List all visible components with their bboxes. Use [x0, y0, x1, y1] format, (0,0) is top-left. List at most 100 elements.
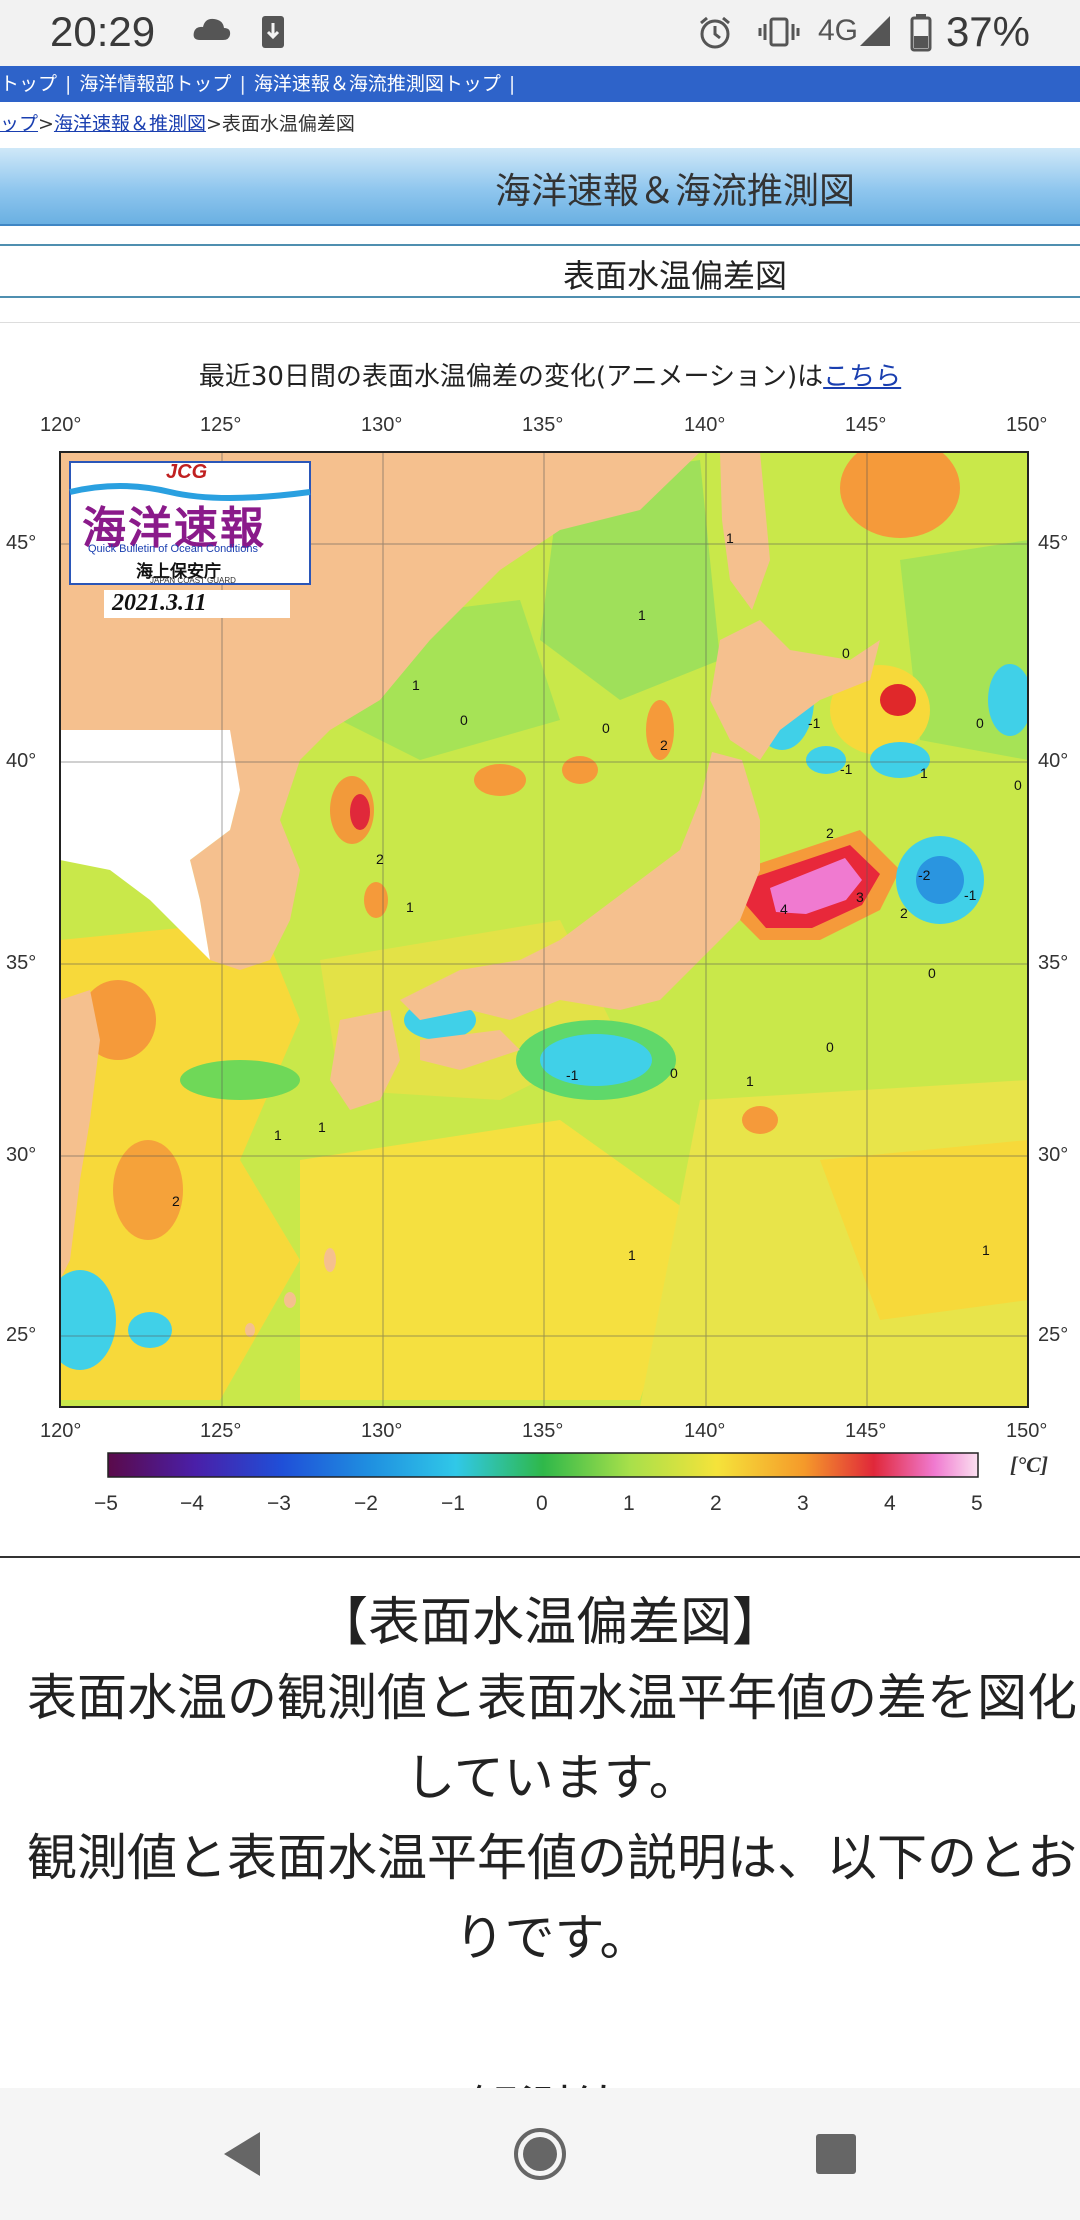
svg-text:-1: -1	[840, 761, 853, 777]
svg-text:0: 0	[976, 715, 984, 731]
logo-org-en: JAPAN COAST GUARD	[150, 576, 236, 585]
download-icon	[262, 16, 284, 48]
lat-tick: 40°	[1038, 750, 1069, 772]
lon-tick: 125°	[200, 1420, 242, 1442]
animation-notice: 最近30日間の表面水温偏差の変化(アニメーション)はこちら	[0, 356, 1080, 393]
colorbar-label: 1	[623, 1492, 635, 1515]
lon-tick: 120°	[40, 414, 82, 436]
lat-tick: 40°	[6, 750, 37, 772]
svg-text:0: 0	[460, 712, 468, 728]
lon-tick: 130°	[361, 1420, 403, 1442]
svg-text:2: 2	[660, 737, 668, 753]
svg-text:1: 1	[982, 1242, 990, 1258]
lat-tick: 25°	[6, 1324, 37, 1346]
site-nav: トップ | 海洋情報部トップ | 海洋速報＆海流推測図トップ |	[0, 66, 1080, 102]
svg-text:-2: -2	[918, 867, 931, 883]
colorbar-label: −3	[267, 1492, 291, 1515]
svg-text:3: 3	[856, 889, 864, 905]
colorbar-label: −1	[441, 1492, 465, 1515]
status-bar: 20:29 4G 37%	[0, 0, 1080, 66]
svg-text:0: 0	[842, 645, 850, 661]
breadcrumb: ップ>海洋速報＆推測図>表面水温偏差図	[0, 108, 1080, 140]
colorbar-label: 5	[971, 1492, 983, 1515]
animation-link[interactable]: こちら	[823, 362, 902, 392]
svg-text:1: 1	[412, 677, 420, 693]
breadcrumb-current: 表面水温偏差図	[221, 113, 355, 135]
article: 【表面水温偏差図】 表面水温の観測値と表面水温平年値の差を図化 しています。 観…	[0, 1580, 1080, 2106]
lon-tick: 150°	[1006, 414, 1048, 436]
svg-text:-1: -1	[808, 715, 821, 731]
navigation-bar	[0, 2088, 1080, 2220]
breadcrumb-separator: >	[205, 113, 222, 135]
lon-tick: 120°	[40, 1420, 82, 1442]
article-heading: 【表面水温偏差図】	[315, 1593, 784, 1653]
colorbar-label: −5	[94, 1492, 118, 1515]
lon-tick: 125°	[200, 414, 242, 436]
lon-tick: 140°	[684, 1420, 726, 1442]
sst-anomaly-map: 1 1 0 0 0 2 1 -1 0 -1 1 0 2 -2 -1 4 3 2 …	[0, 400, 1080, 1520]
colorbar-label: −2	[354, 1492, 378, 1515]
cloud-icon	[193, 18, 231, 40]
svg-text:0: 0	[670, 1065, 678, 1081]
lat-tick: 25°	[1038, 1324, 1069, 1346]
home-icon[interactable]	[510, 2124, 570, 2184]
clock: 20:29	[50, 8, 156, 55]
colorbar-label: 0	[536, 1492, 548, 1515]
back-icon[interactable]	[214, 2124, 274, 2184]
lon-tick: 130°	[361, 414, 403, 436]
network-type: 4G	[818, 14, 859, 47]
recents-icon[interactable]	[806, 2124, 866, 2184]
colorbar-label: 4	[884, 1492, 896, 1515]
svg-text:0: 0	[602, 720, 610, 736]
lon-tick: 135°	[522, 414, 564, 436]
logo-jcg: JCG	[166, 461, 208, 483]
lon-tick: 150°	[1006, 1420, 1048, 1442]
svg-text:1: 1	[406, 899, 414, 915]
logo-english: Quick Bulletin of Ocean Conditions	[88, 543, 258, 555]
lat-tick: 30°	[1038, 1144, 1069, 1166]
logo-org: 海上保安庁	[136, 562, 221, 582]
nav-link-top[interactable]: トップ	[0, 73, 58, 95]
logo-title: 海洋速報	[82, 503, 266, 554]
svg-text:4: 4	[780, 901, 788, 917]
battery-percent: 37%	[945, 8, 1030, 55]
section-title: 表面水温偏差図	[563, 257, 788, 295]
sst-map-graphic: 1 1 0 0 0 2 1 -1 0 -1 1 0 2 -2 -1 4 3 2 …	[59, 451, 1029, 1478]
svg-text:-1: -1	[566, 1067, 579, 1083]
article-text: 表面水温の観測値と表面水温平年値の差を図化	[27, 1669, 1077, 1727]
page-header: 海洋速報＆海流推測図	[0, 148, 1080, 226]
breadcrumb-bulletin-link[interactable]: 海洋速報＆推測図	[53, 113, 206, 135]
lon-tick: 135°	[522, 1420, 564, 1442]
svg-text:0: 0	[1014, 777, 1022, 793]
divider	[0, 1556, 1080, 1558]
breadcrumb-separator: >	[38, 113, 54, 135]
page-title: 海洋速報＆海流推測図	[495, 171, 856, 212]
breadcrumb-home-link[interactable]: ップ	[0, 113, 39, 135]
colorbar-label: 2	[710, 1492, 722, 1515]
nav-link-ocean-bulletin[interactable]: 海洋速報＆海流推測図トップ	[253, 73, 501, 95]
vibrate-icon	[758, 17, 800, 47]
svg-text:1: 1	[746, 1073, 754, 1089]
signal-icon	[860, 16, 890, 46]
svg-text:1: 1	[920, 765, 928, 781]
battery-icon	[910, 14, 932, 52]
map-date: 2021.3.11	[112, 590, 207, 616]
animation-text: 最近30日間の表面水温偏差の変化(アニメーション)は	[198, 362, 824, 392]
lat-tick: 35°	[6, 952, 37, 974]
colorbar-unit: [°C]	[1010, 1452, 1049, 1477]
svg-text:2: 2	[172, 1193, 180, 1209]
svg-text:0: 0	[826, 1039, 834, 1055]
svg-text:1: 1	[318, 1119, 326, 1135]
lat-tick: 45°	[6, 532, 37, 554]
alarm-icon	[700, 16, 730, 49]
colorbar-label: 3	[797, 1492, 809, 1515]
svg-text:-1: -1	[964, 887, 977, 903]
colorbar	[107, 1452, 979, 1478]
lon-tick: 140°	[684, 414, 726, 436]
svg-text:1: 1	[638, 607, 646, 623]
nav-link-hydrographic[interactable]: 海洋情報部トップ	[79, 73, 232, 95]
lat-tick: 45°	[1038, 532, 1069, 554]
article-text: しています。	[405, 1749, 699, 1807]
divider	[0, 322, 1080, 323]
article-text: 観測値と表面水温平年値の説明は、以下のとお	[27, 1829, 1077, 1887]
